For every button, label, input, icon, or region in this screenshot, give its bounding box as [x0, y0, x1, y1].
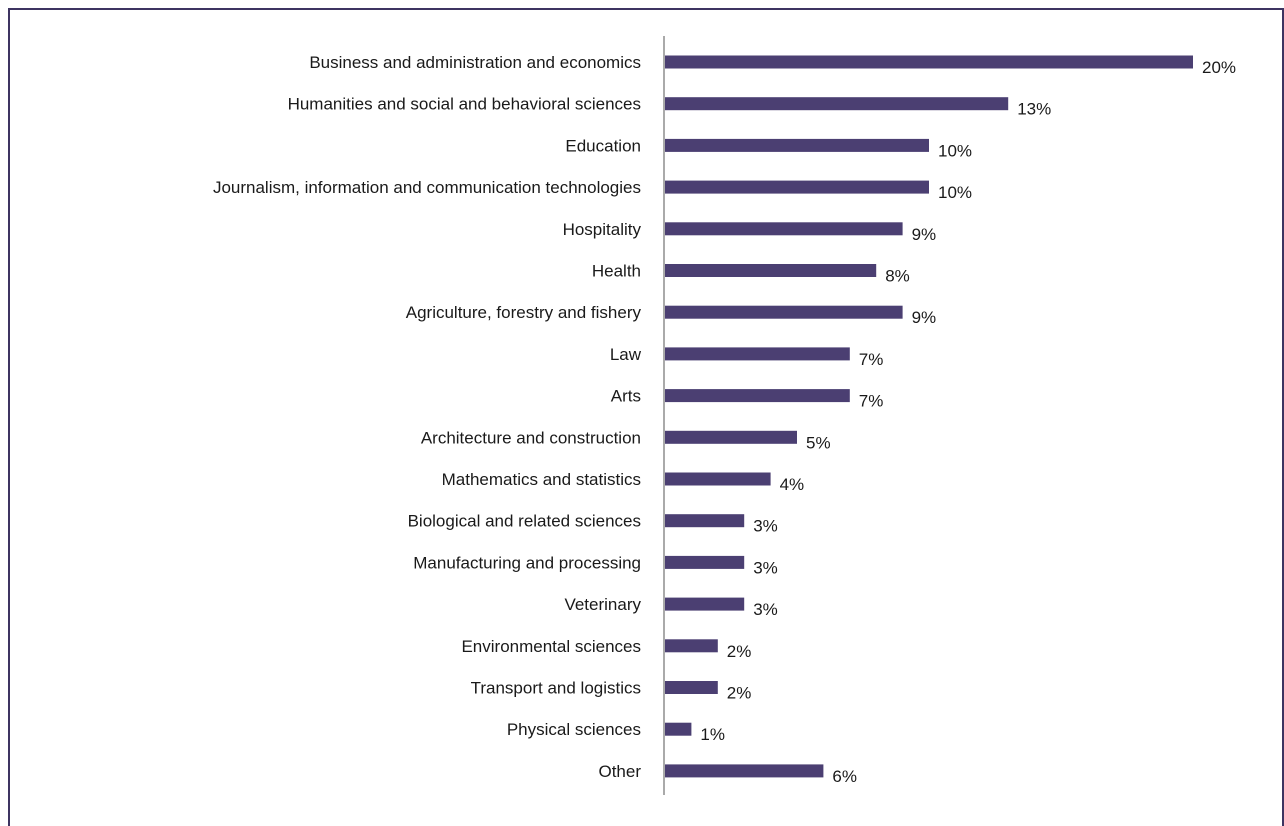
bar-value-label: 3% [753, 517, 778, 536]
category-label: Hospitality [563, 220, 642, 239]
bar-value-label: 7% [859, 350, 884, 369]
chart-frame [8, 8, 1284, 826]
category-label: Physical sciences [507, 720, 641, 739]
bar [665, 55, 1193, 69]
bar-value-label: 3% [753, 600, 778, 619]
bar-value-label: 3% [753, 558, 778, 577]
bar [665, 722, 692, 736]
category-label: Agriculture, forestry and fishery [406, 303, 642, 322]
bar [665, 597, 745, 611]
bar-value-label: 1% [700, 725, 725, 744]
category-label: Arts [611, 387, 641, 406]
bar [665, 389, 850, 403]
category-label: Education [565, 136, 641, 155]
category-label: Journalism, information and communicatio… [213, 178, 641, 197]
category-label: Biological and related sciences [408, 512, 641, 531]
bar-value-label: 7% [859, 392, 884, 411]
bar [665, 222, 903, 236]
bar-value-label: 20% [1202, 58, 1236, 77]
bar [665, 430, 797, 444]
bar-value-label: 5% [806, 433, 831, 452]
bar-value-label: 8% [885, 267, 910, 286]
category-label: Manufacturing and processing [413, 553, 641, 572]
bar-value-label: 2% [727, 684, 752, 703]
category-label: Architecture and construction [421, 428, 641, 447]
bar [665, 555, 745, 569]
category-label: Environmental sciences [461, 637, 641, 656]
bar-value-label: 10% [938, 141, 972, 160]
bar [665, 472, 771, 486]
bar-value-label: 2% [727, 642, 752, 661]
category-label: Mathematics and statistics [442, 470, 641, 489]
bar-value-label: 10% [938, 183, 972, 202]
bar [665, 639, 718, 653]
category-label: Transport and logistics [471, 679, 641, 698]
bar-value-label: 13% [1017, 100, 1051, 119]
bar [665, 514, 745, 528]
bar [665, 764, 824, 778]
category-label: Veterinary [564, 595, 641, 614]
bar-value-label: 6% [832, 767, 857, 786]
category-label: Business and administration and economic… [309, 53, 641, 72]
bar [665, 264, 877, 277]
bar-value-label: 4% [780, 475, 805, 494]
bar [665, 305, 903, 319]
category-label: Health [592, 262, 641, 281]
bar-value-label: 9% [912, 225, 937, 244]
bar [665, 681, 718, 694]
bar [665, 138, 929, 152]
bar [665, 347, 850, 361]
bar-value-label: 9% [912, 308, 937, 327]
bar [665, 97, 1009, 111]
category-label: Other [598, 762, 641, 781]
category-label: Humanities and social and behavioral sci… [288, 95, 641, 114]
category-label: Law [610, 345, 642, 364]
bar [665, 180, 929, 194]
